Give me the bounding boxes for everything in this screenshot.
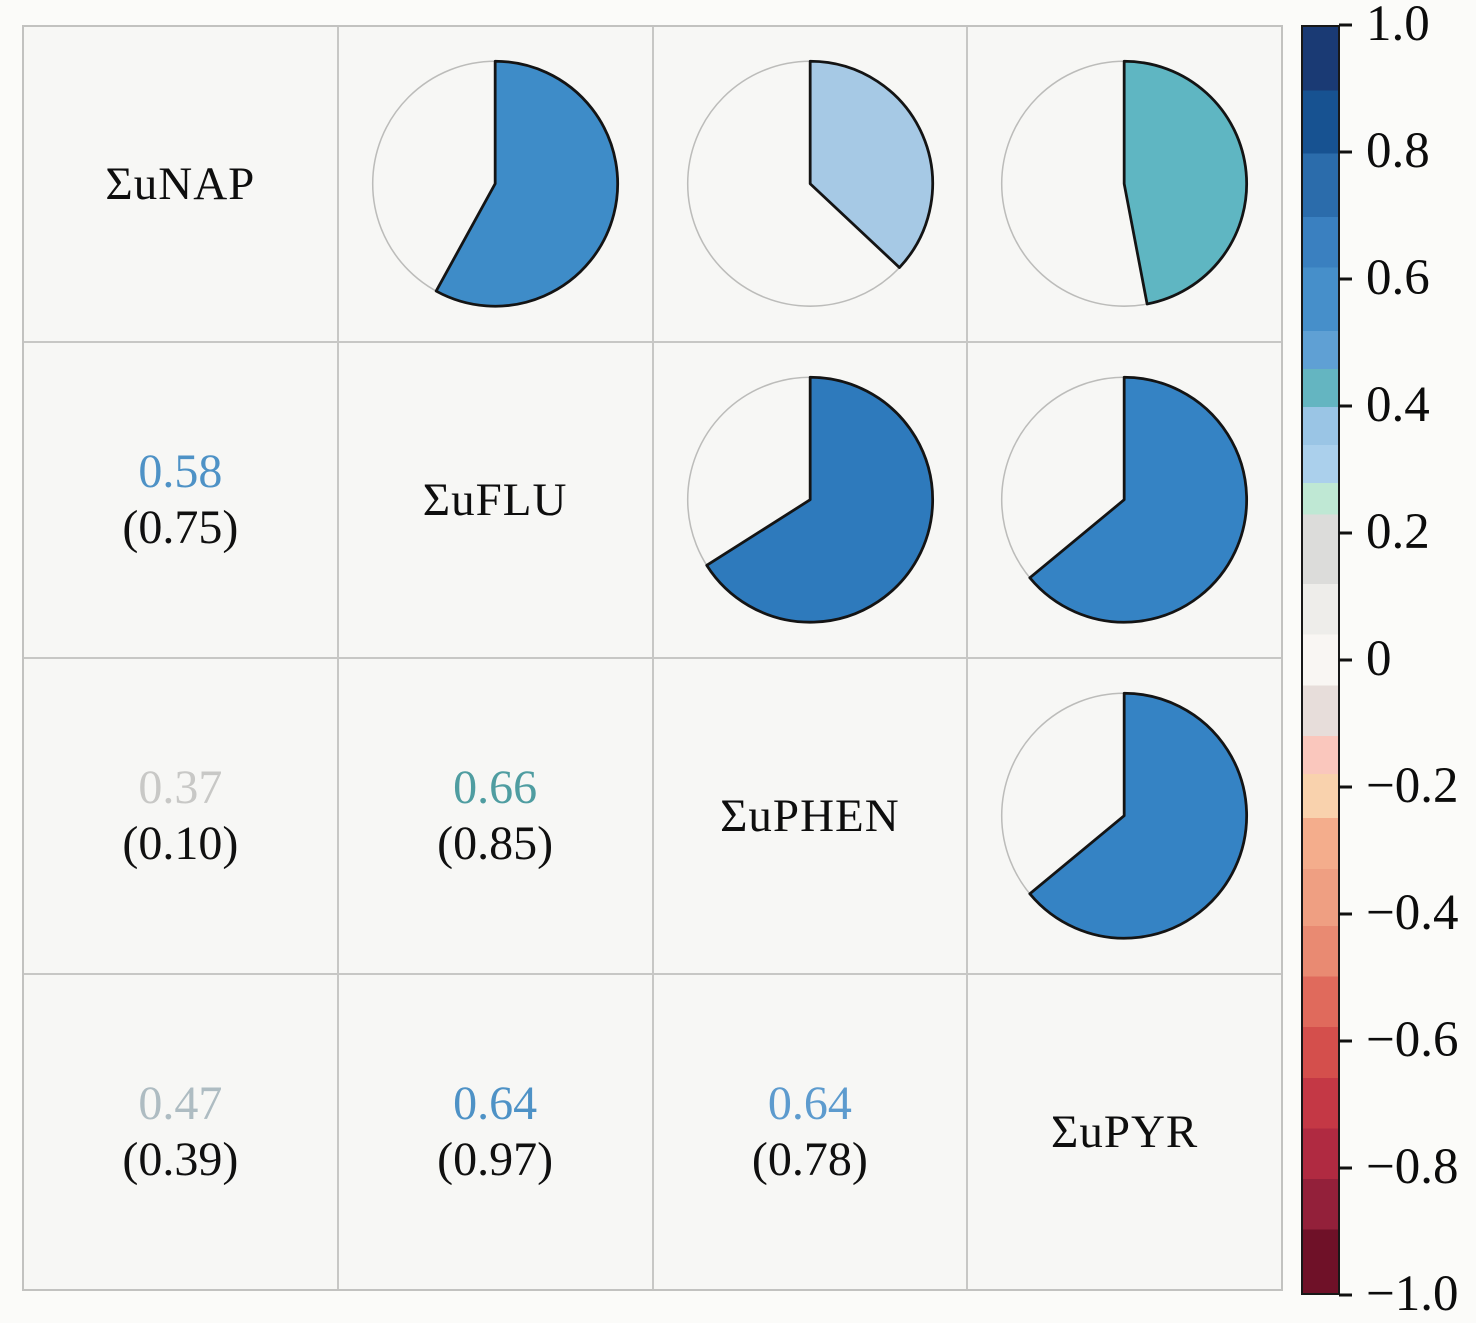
colorbar-tick-label: 0 (1366, 630, 1392, 687)
colorbar-tick-label: 0.4 (1366, 376, 1430, 433)
pie-chart (686, 60, 934, 308)
matrix-cell-correlation-values: 0.64 (0.97) (338, 975, 652, 1289)
correlation-secondary-value: (0.78) (751, 1133, 868, 1186)
matrix-cell-correlation-values: 0.58 (0.75) (24, 343, 337, 657)
colorbar-tick (1339, 785, 1352, 789)
colorbar-tick (1339, 404, 1352, 408)
correlation-value: 0.37 (138, 761, 223, 815)
correlation-secondary-value: (0.75) (122, 501, 239, 554)
matrix-cell-pie (653, 27, 967, 341)
colorbar-tick (1339, 658, 1352, 662)
pie-slice (808, 60, 934, 270)
correlation-secondary-value: (0.10) (122, 817, 239, 870)
colorbar-tick-label: −0.2 (1366, 757, 1459, 814)
colorbar-tick (1339, 23, 1352, 27)
colorbar-tick (1339, 1293, 1352, 1297)
correlation-value: 0.66 (453, 761, 538, 815)
matrix-grid: ΣuNAP 0.58 (0.75) ΣuFLU 0.37 (0.10) 0.66 (0.85)… (22, 25, 1283, 1291)
colorbar-tick (1339, 1166, 1352, 1170)
variable-label: ΣuNAP (105, 158, 256, 210)
matrix-cell-variable-label: ΣuPHEN (653, 659, 967, 973)
pie-chart (1001, 376, 1249, 624)
variable-label: ΣuFLU (422, 474, 568, 526)
pie-slice (705, 376, 934, 624)
matrix-cell-pie (968, 659, 1281, 973)
matrix-cell-pie (338, 27, 652, 341)
variable-label: ΣuPHEN (720, 790, 900, 842)
matrix-cell-pie (968, 27, 1281, 341)
pie-slice (434, 60, 619, 308)
pie-chart (1001, 60, 1249, 308)
correlation-value: 0.58 (138, 445, 223, 499)
variable-label: ΣuPYR (1050, 1106, 1199, 1158)
matrix-cell-correlation-values: 0.47 (0.39) (24, 975, 337, 1289)
colorbar-tick-label: 0.8 (1366, 122, 1430, 179)
colorbar-tick (1339, 277, 1352, 281)
pie-chart (371, 60, 619, 308)
correlation-secondary-value: (0.97) (437, 1133, 554, 1186)
matrix-cell-correlation-values: 0.66 (0.85) (338, 659, 652, 973)
correlation-value: 0.47 (138, 1077, 223, 1131)
colorbar-tick (1339, 912, 1352, 916)
pie-slice (1028, 692, 1249, 940)
colorbar-tick-label: 0.2 (1366, 503, 1430, 560)
correlation-secondary-value: (0.39) (122, 1133, 239, 1186)
colorbar-tick-label: 0.6 (1366, 249, 1430, 306)
correlation-secondary-value: (0.85) (437, 817, 554, 870)
correlation-value: 0.64 (767, 1077, 852, 1131)
colorbar-tick-label: −0.6 (1366, 1011, 1459, 1068)
matrix-cell-correlation-values: 0.64 (0.78) (653, 975, 967, 1289)
matrix-cell-correlation-values: 0.37 (0.10) (24, 659, 337, 973)
matrix-cell-pie (653, 343, 967, 657)
colorbar-tick (1339, 531, 1352, 535)
colorbar-gradient (1301, 25, 1340, 1295)
colorbar-tick-label: −0.4 (1366, 884, 1459, 941)
colorbar-tick-label: −1.0 (1366, 1265, 1459, 1322)
correlation-value: 0.64 (453, 1077, 538, 1131)
colorbar-tick (1339, 150, 1352, 154)
colorbar-tick-label: −0.8 (1366, 1138, 1459, 1195)
matrix-cell-pie (968, 343, 1281, 657)
pie-slice (1028, 376, 1249, 624)
matrix-cell-variable-label: ΣuPYR (968, 975, 1281, 1289)
pie-chart (1001, 692, 1249, 940)
pie-slice (1123, 60, 1249, 306)
colorbar-tick-label: 1.0 (1366, 0, 1430, 52)
colorbar-tick (1339, 1039, 1352, 1043)
matrix-cell-variable-label: ΣuNAP (24, 27, 337, 341)
matrix-cell-variable-label: ΣuFLU (338, 343, 652, 657)
pie-chart (686, 376, 934, 624)
